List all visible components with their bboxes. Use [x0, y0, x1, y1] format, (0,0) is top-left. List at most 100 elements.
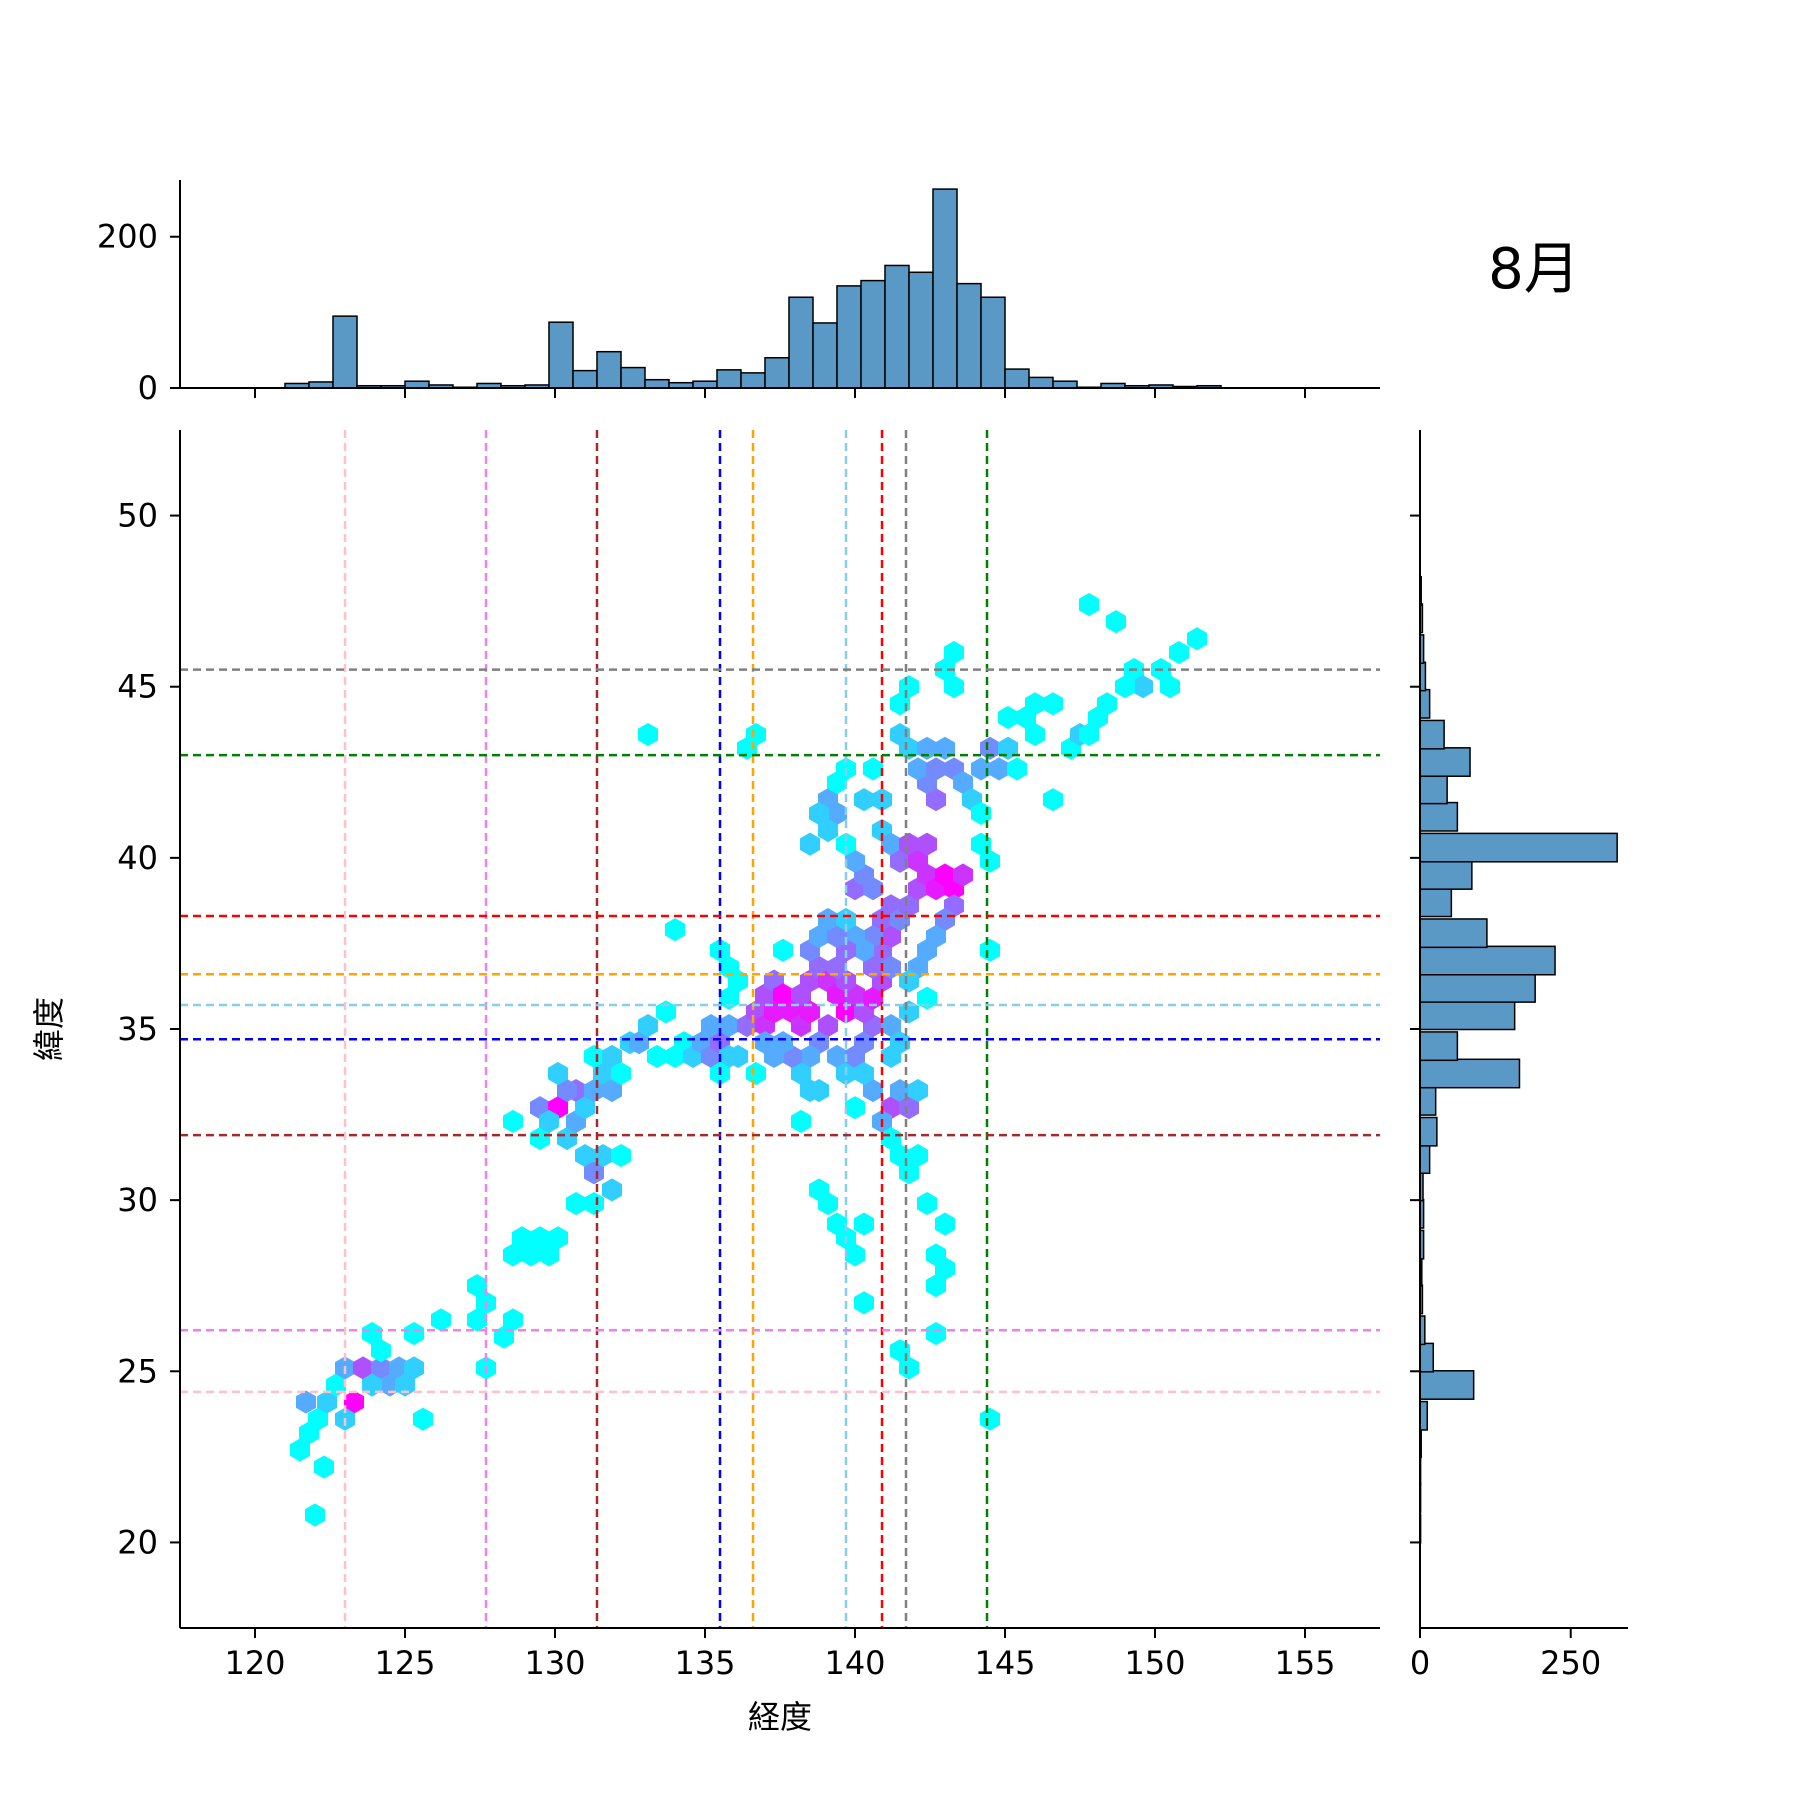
- y-tick-label: 25: [117, 1352, 158, 1390]
- hexbin-cell: [1043, 788, 1063, 812]
- top-histogram-bar: [836, 285, 862, 389]
- right-histogram-bar: [1419, 1144, 1431, 1175]
- hexbin-cell: [854, 1031, 874, 1055]
- top-histogram-bar: [812, 322, 838, 389]
- hexbin-cell: [1115, 675, 1135, 699]
- hexbin-cell: [899, 1161, 919, 1185]
- hexbin-cell: [467, 1308, 487, 1332]
- hexbin-cell: [1025, 723, 1045, 747]
- hexbin-cell: [854, 1061, 874, 1086]
- hexbin-cell: [818, 818, 838, 843]
- hexbin-cell: [305, 1503, 325, 1527]
- hexbin-cell: [1097, 692, 1117, 716]
- right-histogram-bar: [1419, 832, 1618, 863]
- y-tick-label: 40: [117, 839, 158, 877]
- y-tick-label: 20: [117, 1523, 158, 1561]
- hexbin-cell: [980, 1407, 1000, 1431]
- hexbin-cell: [719, 1014, 739, 1038]
- hexbin-cell: [371, 1339, 391, 1363]
- hexbin-cell: [755, 1031, 775, 1055]
- hexbin-cell: [503, 1308, 523, 1332]
- right-histogram-bar: [1419, 860, 1473, 890]
- hexbin-cell: [917, 986, 937, 1010]
- hexbin-cell: [290, 1438, 310, 1462]
- hexbin-cell: [818, 907, 838, 932]
- hexbin-cell: [845, 1096, 865, 1120]
- hexbin-cell: [809, 1178, 829, 1202]
- hexbin-cell: [800, 1000, 820, 1024]
- y-tick-label: 35: [117, 1010, 158, 1048]
- hexbin-cell: [539, 1243, 559, 1267]
- right-histogram-bar: [1419, 1058, 1521, 1089]
- hexbin-cell: [701, 1014, 721, 1038]
- top-histogram-y-tick-label: 0: [138, 369, 158, 407]
- hexbin-cell: [899, 969, 919, 993]
- y-tick-label: 30: [117, 1181, 158, 1219]
- hexbin-cell: [827, 1212, 847, 1236]
- top-histogram-bar: [884, 264, 910, 389]
- hexbin-cell: [809, 801, 829, 825]
- right-histogram-x-tick-label: 0: [1410, 1644, 1430, 1682]
- hexbin-cell: [647, 1044, 667, 1068]
- hexbin-cell: [800, 832, 820, 856]
- top-histogram-bar: [860, 279, 886, 389]
- right-histogram-x-tick-label: 250: [1540, 1644, 1601, 1682]
- hexbin-cell: [854, 1212, 874, 1236]
- right-histogram-bar: [1419, 747, 1471, 777]
- hexbin-cell: [926, 757, 946, 781]
- right-histogram-bar: [1419, 719, 1445, 750]
- hexbin-cell: [773, 938, 793, 962]
- top-marginal-histogram: 0 200: [97, 180, 1380, 407]
- hexbin-cell: [557, 1079, 577, 1103]
- hexbin-cell: [404, 1322, 424, 1346]
- hexbin-plot: 120 125 130 135 140 145 150 155 20 25 30 35 40 45 50: [117, 430, 1380, 1682]
- hexbin-cell: [584, 1161, 604, 1185]
- hexbin-cell: [548, 1061, 568, 1086]
- right-histogram-bar: [1419, 688, 1431, 719]
- hexbin-cell: [854, 788, 874, 812]
- x-tick-label: 145: [974, 1644, 1035, 1682]
- hexbin-cell: [362, 1373, 382, 1397]
- hexbin-cell: [296, 1390, 316, 1414]
- hexbin-cell: [629, 1031, 649, 1055]
- hexbin-cell: [602, 1079, 622, 1103]
- hexbin-cell: [944, 640, 964, 665]
- hexbin-cell: [656, 1000, 676, 1024]
- top-histogram-bar: [788, 296, 814, 389]
- x-tick-label: 120: [224, 1644, 285, 1682]
- joint-axes: 120 125 130 135 140 145 150 155 20 25 30 35 40 45 50: [117, 430, 1380, 1682]
- hexbin-cell: [317, 1390, 337, 1414]
- hexbin-cell: [530, 1126, 550, 1151]
- hexbin-cell: [881, 1044, 901, 1068]
- reference-lines: [180, 430, 1380, 1628]
- hexbin-cell: [863, 757, 883, 781]
- hexbin-cell: [935, 736, 955, 760]
- hexbin-cell: [1025, 692, 1045, 716]
- top-histogram-bar: [956, 282, 982, 389]
- hexbin-cell: [611, 1061, 631, 1086]
- right-histogram-bar: [1419, 1000, 1516, 1031]
- hexbin-cell: [314, 1455, 334, 1479]
- right-histogram-bar: [1419, 1085, 1437, 1116]
- hexbin-cell: [908, 1144, 928, 1168]
- hexbin-cell: [1187, 627, 1207, 651]
- x-axis-label: 経度: [748, 1698, 812, 1736]
- hexbin-cell: [566, 1192, 586, 1216]
- hexbin-cell: [1106, 610, 1126, 634]
- top-histogram-bar: [548, 321, 574, 389]
- x-tick-label: 135: [674, 1644, 735, 1682]
- hexbin-cell: [1169, 640, 1189, 665]
- top-histogram-bar: [1028, 376, 1054, 389]
- hexbin-cell: [791, 1109, 811, 1133]
- right-histogram-bar: [1419, 1031, 1459, 1062]
- hexbin-cell: [548, 1226, 568, 1250]
- hexbin-cell: [719, 955, 739, 979]
- top-histogram-bar: [644, 378, 670, 389]
- hexbin-cell: [926, 1274, 946, 1298]
- hexbin-cell: [308, 1407, 328, 1431]
- hexbin-cell: [944, 675, 964, 699]
- hexbin-cell: [638, 1014, 658, 1038]
- hexbin-cell: [746, 1061, 766, 1086]
- hexbin-cell: [845, 849, 865, 873]
- hexbin-cell: [908, 757, 928, 781]
